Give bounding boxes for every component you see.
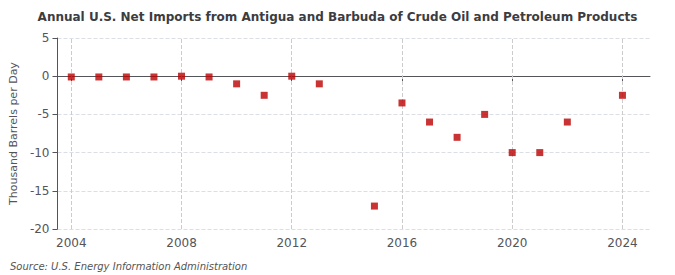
svg-text:2016: 2016: [387, 236, 418, 250]
svg-text:Thousand Barrels per Day: Thousand Barrels per Day: [7, 62, 20, 206]
svg-text:2020: 2020: [497, 236, 528, 250]
svg-text:-20: -20: [30, 222, 50, 236]
svg-text:-15: -15: [30, 184, 50, 198]
svg-text:0: 0: [42, 69, 50, 83]
svg-text:Annual U.S. Net Imports from A: Annual U.S. Net Imports from Antigua and…: [38, 10, 638, 24]
svg-text:Source: U.S. Energy Informatio: Source: U.S. Energy Information Administ…: [10, 261, 247, 272]
svg-text:2012: 2012: [276, 236, 307, 250]
svg-text:2008: 2008: [166, 236, 197, 250]
svg-text:-5: -5: [38, 107, 50, 121]
svg-text:5: 5: [42, 31, 50, 45]
svg-text:2004: 2004: [56, 236, 87, 250]
svg-text:-10: -10: [30, 146, 50, 160]
svg-text:2024: 2024: [607, 236, 638, 250]
